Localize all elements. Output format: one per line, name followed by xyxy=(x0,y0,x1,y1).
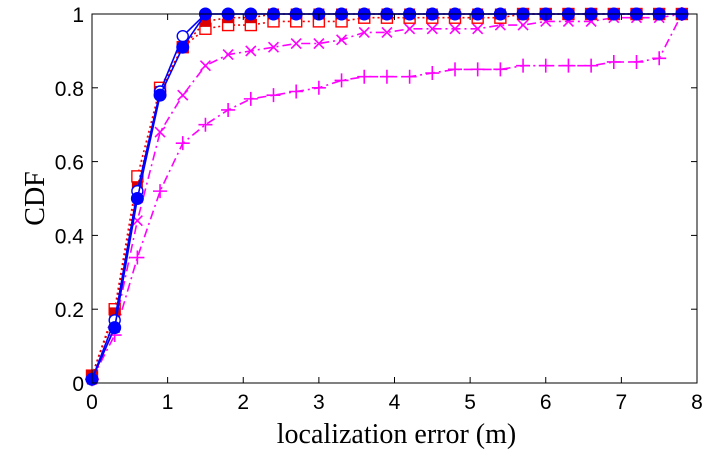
data-point-plus xyxy=(379,69,394,84)
data-point-plus xyxy=(153,184,168,199)
x-tick-label: 1 xyxy=(162,391,174,414)
y-tick-label: 0.8 xyxy=(55,78,84,101)
data-point-cross xyxy=(177,89,189,101)
data-point-plus xyxy=(243,91,258,106)
x-tick-label: 6 xyxy=(540,391,552,414)
x-tick-label: 0 xyxy=(86,391,98,414)
data-point-circle-filled xyxy=(108,321,122,335)
data-point-plus xyxy=(606,54,621,69)
data-point-plus xyxy=(629,54,644,69)
data-point-plus xyxy=(561,58,576,73)
data-point-circle-open xyxy=(176,29,189,43)
data-point-circle-filled xyxy=(130,192,144,205)
data-point-plus xyxy=(425,66,440,81)
data-point-plus xyxy=(175,136,190,151)
series-line xyxy=(91,13,683,380)
data-point-cross xyxy=(290,37,302,50)
data-point-circle-filled xyxy=(153,88,167,102)
data-point-cross xyxy=(404,23,416,35)
data-point-cross xyxy=(154,126,166,138)
data-point-plus xyxy=(448,62,462,77)
data-point-cross xyxy=(381,26,393,39)
data-point-plus xyxy=(538,58,553,73)
data-point-cross xyxy=(199,60,212,72)
data-point-plus xyxy=(198,117,213,132)
data-point-plus xyxy=(289,84,304,99)
x-tick-label: 3 xyxy=(313,391,325,414)
x-tick-label: 4 xyxy=(389,391,401,414)
data-point-cross xyxy=(358,26,370,39)
ticks-layer: 0 1 2 3 4 5 6 7 8 0 0.2 0.4 0.6 0.8 1 xyxy=(55,4,703,414)
data-point-cross xyxy=(426,23,438,35)
x-tick-label: 2 xyxy=(237,391,249,414)
data-point-cross xyxy=(449,23,461,35)
data-point-cross xyxy=(335,34,348,46)
data-point-cross xyxy=(267,41,280,53)
y-axis-title: CDF xyxy=(20,171,51,225)
series-0-plus xyxy=(85,7,689,387)
y-tick-label: 0.2 xyxy=(55,299,84,322)
y-tick-label: 0.4 xyxy=(55,225,85,248)
data-point-plus xyxy=(334,73,349,88)
x-axis-title: localization error (m) xyxy=(277,419,516,450)
data-point-cross xyxy=(472,23,484,35)
series-line xyxy=(91,13,683,380)
data-point-plus xyxy=(470,62,485,77)
y-tick-label: 0 xyxy=(72,373,84,396)
data-point-plus xyxy=(584,58,599,73)
data-point-cross xyxy=(222,49,234,61)
data-point-plus xyxy=(311,80,326,95)
data-point-plus xyxy=(493,62,508,77)
data-point-circle-filled xyxy=(176,40,190,54)
data-point-plus xyxy=(221,102,236,117)
data-point-cross xyxy=(245,45,257,57)
data-point-cross xyxy=(313,37,325,50)
x-tick-label: 5 xyxy=(464,391,476,414)
data-point-plus xyxy=(652,51,667,66)
data-point-plus xyxy=(516,58,531,73)
data-point-plus xyxy=(130,250,145,265)
data-point-plus xyxy=(402,69,417,84)
y-tick-label: 1 xyxy=(72,4,84,27)
data-point-cross xyxy=(517,19,529,31)
data-point-plus xyxy=(357,69,372,84)
y-tick-label: 0.6 xyxy=(55,152,84,175)
data-point-plus xyxy=(266,88,281,103)
x-tick-label: 8 xyxy=(691,391,703,414)
x-tick-label: 7 xyxy=(616,391,628,414)
